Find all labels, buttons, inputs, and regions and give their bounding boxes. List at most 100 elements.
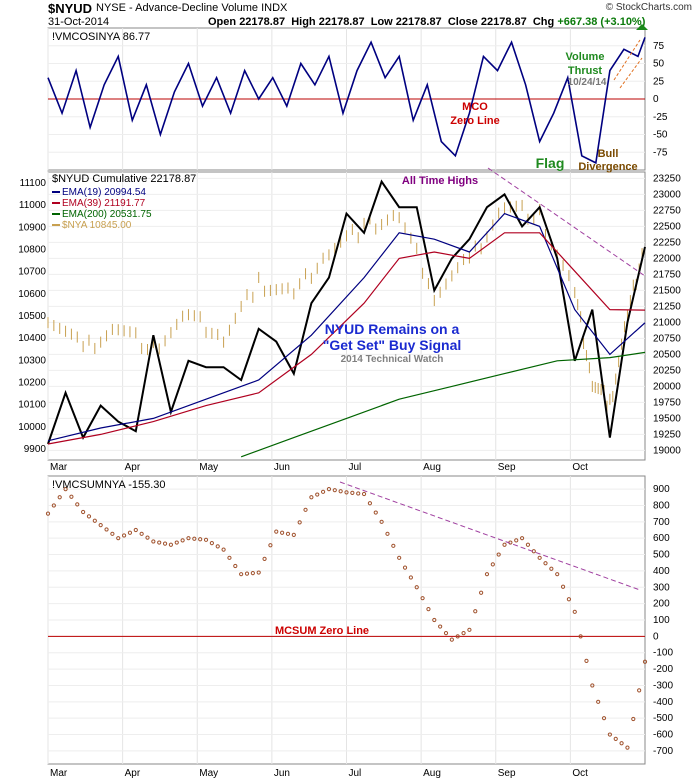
ohlc-readout: Open 22178.87 High 22178.87 Low 22178.87… xyxy=(208,16,646,28)
y-tick-label-left: 9900 xyxy=(24,444,47,455)
series-point xyxy=(209,540,214,546)
y-tick-label-left: 10200 xyxy=(18,377,46,388)
series-point xyxy=(484,572,490,577)
thrust-channel xyxy=(619,57,643,89)
y-tick-label: -400 xyxy=(653,697,673,708)
y-tick-label: 20500 xyxy=(653,349,681,360)
trendline-resistance xyxy=(339,481,641,591)
y-tick-label: 21500 xyxy=(653,285,681,296)
series-line xyxy=(47,232,646,445)
y-tick-label-left: 10900 xyxy=(18,222,46,233)
series-point xyxy=(51,503,56,508)
up-arrow-icon xyxy=(636,24,648,30)
y-tick-label: 25 xyxy=(653,76,665,87)
y-tick-label: 200 xyxy=(653,599,670,610)
x-tick-label: Aug xyxy=(423,462,441,473)
series-point xyxy=(502,542,507,547)
series-point xyxy=(560,584,566,589)
series-point xyxy=(332,488,337,493)
series-point xyxy=(315,492,320,497)
y-tick-label: 700 xyxy=(653,517,670,528)
y-tick-label: -200 xyxy=(653,664,673,675)
series-point xyxy=(127,530,133,535)
y-tick-label: -700 xyxy=(653,746,673,757)
trendline-resistance xyxy=(487,167,646,277)
series-point xyxy=(496,552,501,557)
thrust-channel xyxy=(613,39,641,81)
y-tick-label: -600 xyxy=(653,730,673,741)
series-line xyxy=(47,37,646,165)
legend-entry: $NYA 10845.00 xyxy=(62,220,132,231)
series-point xyxy=(578,634,583,639)
series-point xyxy=(596,699,601,704)
y-tick-label-left: 10600 xyxy=(18,289,46,300)
x-tick-label: Oct xyxy=(572,462,588,473)
series-point xyxy=(473,609,478,614)
series-point xyxy=(86,514,92,519)
series-point xyxy=(467,627,472,632)
symbol-description: NYSE - Advance-Decline Volume INDX xyxy=(96,2,288,14)
series-point xyxy=(426,606,431,612)
series-point xyxy=(221,547,226,552)
y-tick-label-left: 10100 xyxy=(18,400,46,411)
y-tick-label-left: 11100 xyxy=(20,178,47,189)
y-tick-label: 0 xyxy=(653,631,659,642)
series-point xyxy=(303,507,308,512)
y-tick-label: 19250 xyxy=(653,429,681,440)
series-point xyxy=(75,502,80,507)
series-point xyxy=(268,543,273,548)
series-point xyxy=(455,634,460,639)
y-tick-label: -75 xyxy=(653,147,668,158)
series-point xyxy=(256,570,261,575)
x-tick-label: Sep xyxy=(498,462,516,473)
series-point xyxy=(443,630,449,636)
series-point xyxy=(391,543,396,548)
y-tick-label: 23250 xyxy=(653,173,681,184)
series-line xyxy=(47,212,646,442)
series-point xyxy=(227,555,232,560)
y-tick-label: 21250 xyxy=(653,301,681,312)
series-point xyxy=(408,575,413,580)
panel-title: !VMCOSINYA 86.77 xyxy=(52,31,150,43)
series-point xyxy=(361,491,367,497)
series-point xyxy=(239,572,244,577)
series-line xyxy=(47,179,646,445)
y-tick-label: -50 xyxy=(653,130,668,141)
series-point xyxy=(519,536,525,541)
chart-date: 31-Oct-2014 xyxy=(48,16,110,28)
series-point xyxy=(69,494,74,499)
x-tick-label: Jul xyxy=(349,462,362,473)
series-point xyxy=(338,489,343,494)
annotation-text: 2014 Technical Watch xyxy=(341,354,444,365)
series-point xyxy=(320,489,326,494)
annotation-text: "Get Set" Buy Signal xyxy=(323,337,462,353)
y-tick-label-left: 10000 xyxy=(18,422,46,433)
x-tick-label: Sep xyxy=(498,768,516,779)
series-point xyxy=(174,540,179,545)
series-point xyxy=(180,538,185,543)
x-tick-label: Jun xyxy=(274,462,290,473)
series-point xyxy=(274,529,279,534)
series-point xyxy=(566,597,572,602)
series-point xyxy=(438,624,443,629)
annotation-text: 10/24/14 xyxy=(568,77,607,88)
series-point xyxy=(584,658,589,664)
annotation-text: Divergence xyxy=(578,161,637,173)
y-tick-label: 21750 xyxy=(653,269,681,280)
series-point xyxy=(233,563,238,569)
series-point xyxy=(461,630,466,636)
y-tick-label: 900 xyxy=(653,484,670,495)
x-tick-label: Aug xyxy=(423,768,441,779)
series-point xyxy=(385,531,390,536)
y-tick-label: -500 xyxy=(653,713,673,724)
series-point xyxy=(186,536,191,541)
series-point xyxy=(81,509,86,515)
series-point xyxy=(356,491,361,496)
y-tick-label-left: 11000 xyxy=(19,200,47,211)
series-point xyxy=(168,542,174,547)
y-tick-label: 500 xyxy=(653,550,670,561)
series-point xyxy=(280,530,285,535)
series-point xyxy=(250,570,255,576)
y-tick-label: 300 xyxy=(653,582,670,593)
